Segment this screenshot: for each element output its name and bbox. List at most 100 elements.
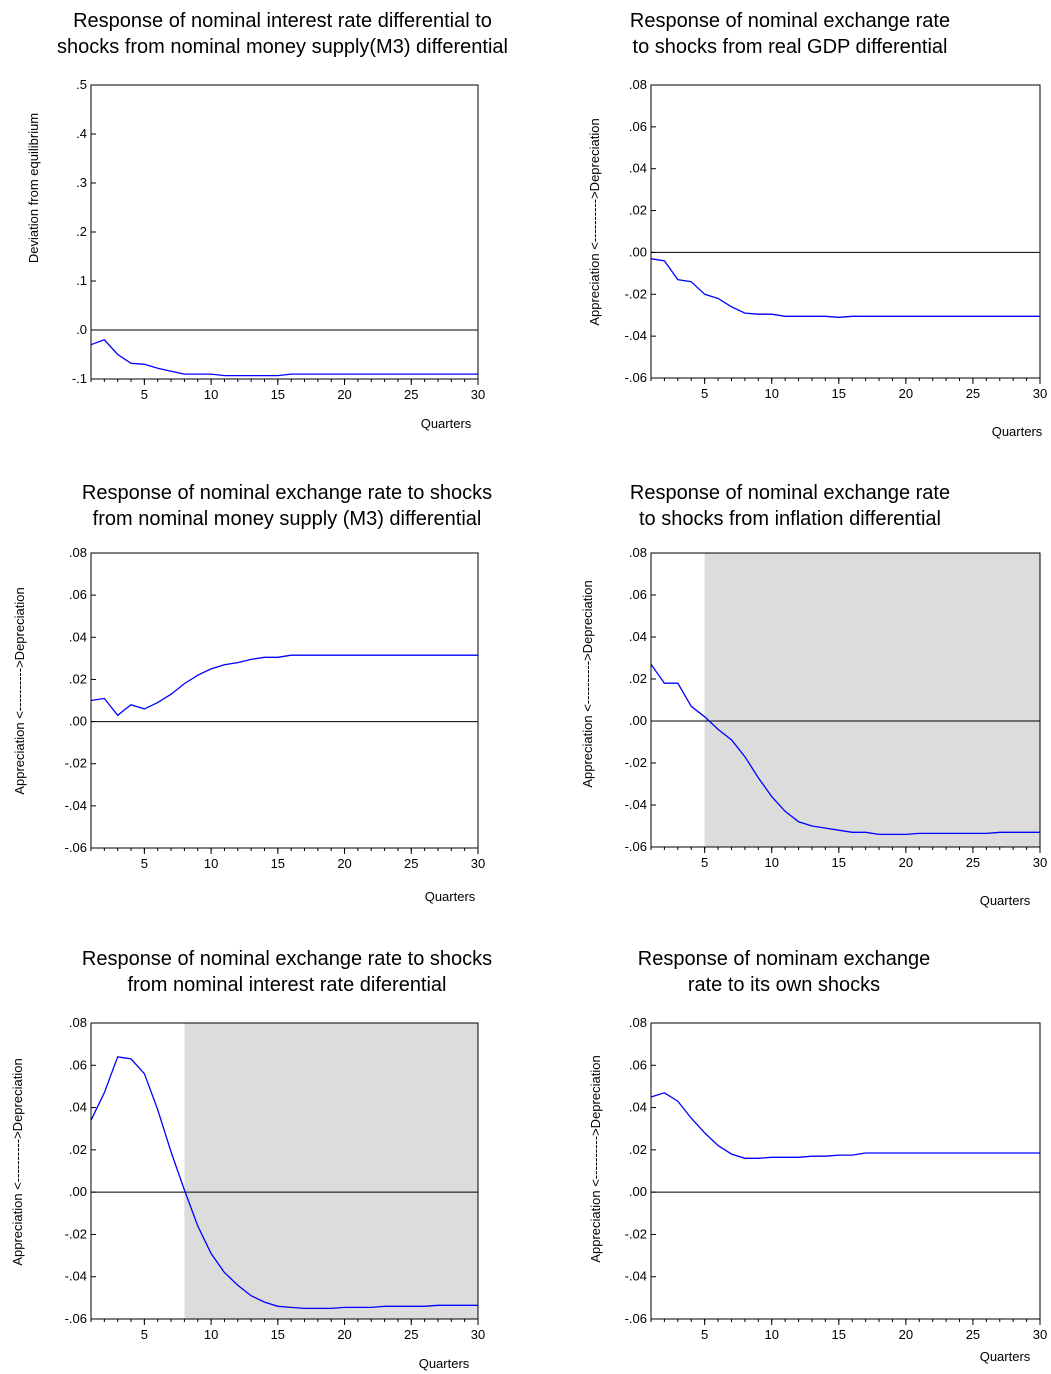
chart-panel-4: Response of nominal exchange rate to sho… xyxy=(525,460,1051,920)
x-tick-label: 30 xyxy=(471,856,485,871)
chart-title-line: from nominal interest rate diferential xyxy=(127,974,447,996)
y-tick-label: .08 xyxy=(629,545,647,560)
y-tick-label: -.02 xyxy=(625,755,647,770)
response-line xyxy=(90,654,478,717)
x-tick-label: 25 xyxy=(404,387,418,402)
chart-title-line: Response of nominal exchange rate xyxy=(629,482,951,504)
x-axis-label: Quarters xyxy=(425,889,476,904)
x-tick-label: 10 xyxy=(204,387,218,402)
chart-title-line: Response of nominal exchange rate to sho… xyxy=(81,482,493,504)
y-axis-label: Appreciation <---------->Depreciation xyxy=(580,580,595,787)
plot-frame xyxy=(650,1022,1041,1320)
y-tick-label: -.06 xyxy=(625,370,647,385)
y-tick-label: .00 xyxy=(69,1184,87,1199)
x-tick-label: 30 xyxy=(471,387,485,402)
impulse-response-chart: -.06 -.04 -.02 .00 .02 .04 .06 .08 5 10 15 20 25 30 A… xyxy=(588,1015,1047,1364)
y-tick-label: -.02 xyxy=(65,756,87,771)
x-tick-label: 30 xyxy=(1033,1327,1047,1342)
x-tick-label: 20 xyxy=(899,1327,913,1342)
y-tick-label: .4 xyxy=(76,126,87,141)
x-tick-label: 5 xyxy=(141,1327,148,1342)
chart-title-line: rate to its own shocks xyxy=(687,974,881,996)
x-tick-label: 25 xyxy=(404,856,418,871)
impulse-response-chart: -.06 -.04 -.02 .00 .02 .04 .06 .08 5 10 15 20 25 30 A… xyxy=(10,1015,485,1371)
x-tick-label: 5 xyxy=(701,386,708,401)
y-tick-label: -.02 xyxy=(625,286,647,301)
x-tick-label: 30 xyxy=(1033,386,1047,401)
y-tick-label: -.04 xyxy=(625,797,647,812)
x-tick-label: 15 xyxy=(832,1327,846,1342)
y-tick-label: .1 xyxy=(76,273,87,288)
response-line xyxy=(650,663,1040,836)
x-tick-label: 10 xyxy=(204,1327,218,1342)
y-axis-label: Appreciation <---------->Depreciation xyxy=(10,1058,25,1265)
x-tick-label: 20 xyxy=(899,386,913,401)
x-tick-label: 5 xyxy=(701,855,708,870)
y-axis-label: Deviation from equilibrium xyxy=(26,113,41,263)
chart-title: Response of nominal exchange rate to sho… xyxy=(22,480,552,532)
x-tick-label: 25 xyxy=(404,1327,418,1342)
x-tick-label: 20 xyxy=(899,855,913,870)
y-tick-label: .02 xyxy=(629,203,647,218)
x-tick-label: 25 xyxy=(966,1327,980,1342)
x-tick-label: 15 xyxy=(832,386,846,401)
x-tick-label: 15 xyxy=(271,387,285,402)
x-tick-label: 25 xyxy=(966,855,980,870)
x-tick-label: 10 xyxy=(204,856,218,871)
chart-panel-5: Response of nominal exchange rate to sho… xyxy=(0,930,525,1374)
impulse-response-chart: -.1 .0 .1 .2 .3 .4 .5 5 10 15 20 25 30 Deviation fro… xyxy=(26,77,485,431)
y-tick-label: .06 xyxy=(629,587,647,602)
y-tick-label: .04 xyxy=(629,161,647,176)
chart-title-line: to shocks from inflation differential xyxy=(638,508,941,530)
plot-frame xyxy=(90,1022,479,1320)
x-tick-label: 5 xyxy=(701,1327,708,1342)
plot-frame xyxy=(650,552,1041,848)
response-line xyxy=(650,258,1040,318)
y-tick-label: .08 xyxy=(69,1015,87,1030)
y-tick-label: .00 xyxy=(69,714,87,729)
y-tick-label: .3 xyxy=(76,175,87,190)
x-axis-label: Quarters xyxy=(421,416,472,431)
y-axis-label: Appreciation <---------->Depreciation xyxy=(587,118,602,325)
response-line xyxy=(90,1056,478,1310)
y-tick-label: .5 xyxy=(76,77,87,92)
y-tick-label: -.02 xyxy=(625,1226,647,1241)
chart-title: Response of nominal exchange rate to sho… xyxy=(580,8,1000,60)
y-axis-label: Appreciation <---------->Depreciation xyxy=(588,1055,603,1262)
x-axis-label: Quarters xyxy=(992,424,1043,439)
chart-title-line: Response of nominal exchange rate to sho… xyxy=(81,948,493,970)
y-tick-label: .08 xyxy=(629,77,647,92)
x-tick-label: 15 xyxy=(832,855,846,870)
chart-title: Response of nominal exchange rate to sho… xyxy=(580,480,1000,532)
y-tick-label: -.02 xyxy=(65,1226,87,1241)
y-tick-label: -.06 xyxy=(65,1311,87,1326)
impulse-response-chart: -.06 -.04 -.02 .00 .02 .04 .06 .08 5 10 15 20 25 30 A… xyxy=(587,77,1047,439)
y-tick-label: -.04 xyxy=(65,1269,87,1284)
y-tick-label: -.06 xyxy=(625,839,647,854)
y-tick-label: .02 xyxy=(69,671,87,686)
chart-title: Response of nominam exchange rate to its… xyxy=(574,946,994,998)
x-tick-label: 15 xyxy=(271,856,285,871)
x-tick-label: 10 xyxy=(764,855,778,870)
x-axis-label: Quarters xyxy=(980,1349,1031,1364)
chart-panel-1: Response of nominal interest rate differ… xyxy=(0,0,525,440)
x-tick-label: 15 xyxy=(271,1327,285,1342)
chart-title: Response of nominal exchange rate to sho… xyxy=(22,946,552,998)
x-tick-label: 20 xyxy=(337,387,351,402)
y-tick-label: .04 xyxy=(629,1100,647,1115)
y-tick-label: .04 xyxy=(629,629,647,644)
y-tick-label: .08 xyxy=(629,1015,647,1030)
x-tick-label: 10 xyxy=(764,1327,778,1342)
y-tick-label: .02 xyxy=(629,671,647,686)
y-tick-label: .02 xyxy=(629,1142,647,1157)
response-line xyxy=(90,339,478,377)
chart-title-line: Response of nominal interest rate differ… xyxy=(73,10,492,32)
x-tick-label: 30 xyxy=(471,1327,485,1342)
y-tick-label: .2 xyxy=(76,224,87,239)
plot-frame xyxy=(90,552,479,849)
shaded-region xyxy=(184,1023,478,1319)
y-tick-label: -.04 xyxy=(65,798,87,813)
x-tick-label: 20 xyxy=(337,856,351,871)
y-tick-label: -.04 xyxy=(625,1269,647,1284)
y-tick-label: .06 xyxy=(629,1057,647,1072)
